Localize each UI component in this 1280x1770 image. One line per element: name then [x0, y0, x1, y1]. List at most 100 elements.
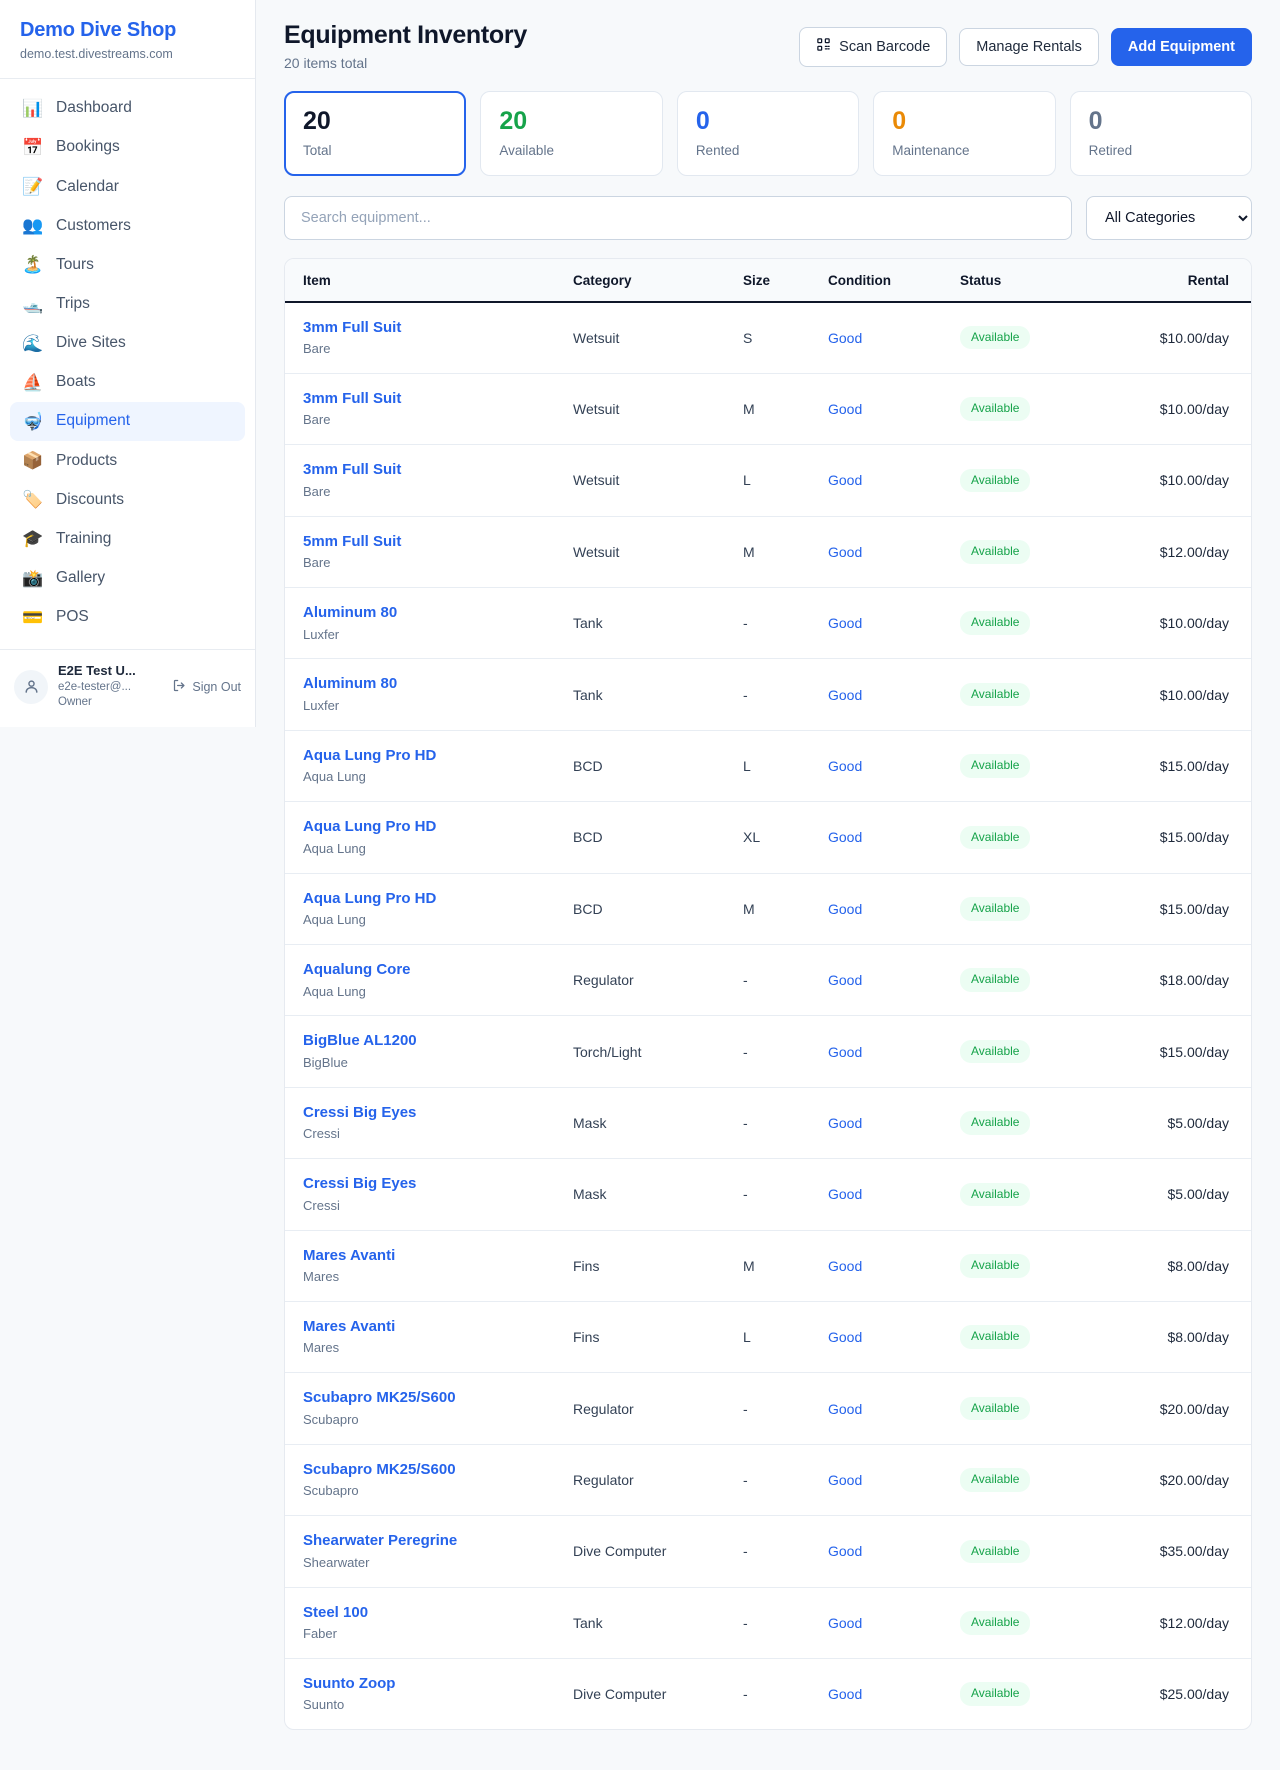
- table-row[interactable]: Aqualung Core Aqua Lung Regulator - Good Avai…: [285, 944, 1251, 1017]
- table-row[interactable]: Aqua Lung Pro HD Aqua Lung BCD L Good Availab…: [285, 730, 1251, 803]
- condition-link[interactable]: Good: [828, 900, 863, 917]
- sidebar-item-products[interactable]: 📦 Products: [10, 442, 245, 480]
- table-row[interactable]: Mares Avanti Mares Fins M Good Available $8.00…: [285, 1230, 1251, 1302]
- add-equipment-button[interactable]: Add Equipment: [1110, 28, 1252, 67]
- condition-link[interactable]: Good: [828, 329, 863, 346]
- item-link[interactable]: Aluminum 80: [303, 604, 398, 622]
- table-row[interactable]: Cressi Big Eyes Cressi Mask - Good Available $…: [285, 1158, 1251, 1231]
- condition-link[interactable]: Good: [828, 1114, 863, 1131]
- stat-value: 20: [499, 107, 528, 135]
- condition-link[interactable]: Good: [828, 758, 863, 775]
- cell-rental: $10.00/day: [1098, 587, 1251, 660]
- condition-link[interactable]: Good: [828, 615, 863, 632]
- stat-card-maintenance[interactable]: 0 Maintenance: [873, 91, 1056, 176]
- scan-barcode-button[interactable]: Scan Barcode: [799, 27, 948, 68]
- table-row[interactable]: Shearwater Peregrine Shearwater Dive Compu…: [285, 1515, 1251, 1588]
- table-row[interactable]: Aluminum 80 Luxfer Tank - Good Available $10.0…: [285, 658, 1251, 731]
- item-link[interactable]: 3mm Full Suit: [303, 461, 402, 479]
- condition-link[interactable]: Good: [828, 472, 863, 489]
- cell-item: 3mm Full Suit Bare: [285, 301, 563, 374]
- item-link[interactable]: 3mm Full Suit: [303, 318, 402, 336]
- sidebar-item-calendar[interactable]: 📝 Calendar: [10, 168, 245, 206]
- item-link[interactable]: Cressi Big Eyes: [303, 1175, 417, 1193]
- condition-link[interactable]: Good: [828, 1471, 863, 1488]
- sidebar-item-bookings[interactable]: 📅 Bookings: [10, 128, 245, 166]
- category-filter-select[interactable]: All Categories: [1086, 195, 1252, 240]
- item-link[interactable]: Aluminum 80: [303, 675, 398, 693]
- item-link[interactable]: Aqua Lung Pro HD: [303, 818, 437, 836]
- condition-link[interactable]: Good: [828, 1329, 863, 1346]
- stat-card-rented[interactable]: 0 Rented: [676, 91, 860, 176]
- table-row[interactable]: Steel 100 Faber Tank - Good Available $12.00/d…: [285, 1587, 1251, 1659]
- item-link[interactable]: Cressi Big Eyes: [303, 1103, 417, 1121]
- column-header-condition: Condition: [818, 258, 950, 303]
- sidebar-item-training[interactable]: 🎓 Training: [10, 520, 245, 558]
- cell-size: S: [733, 301, 818, 374]
- sidebar-item-dive-sites[interactable]: 🌊 Dive Sites: [10, 324, 245, 362]
- sidebar-item-dashboard[interactable]: 📊 Dashboard: [10, 89, 245, 127]
- item-link[interactable]: BigBlue AL1200: [303, 1032, 417, 1050]
- sidebar-item-equipment[interactable]: 🤿 Equipment: [10, 402, 245, 441]
- condition-link[interactable]: Good: [828, 1186, 863, 1203]
- item-link[interactable]: Aqua Lung Pro HD: [303, 746, 437, 764]
- cell-item: Mares Avanti Mares: [285, 1301, 563, 1374]
- table-row[interactable]: 3mm Full Suit Bare Wetsuit S Good Available $1…: [285, 301, 1251, 374]
- table-row[interactable]: Suunto Zoop Suunto Dive Computer - Good Avail…: [285, 1658, 1251, 1729]
- sign-out-button[interactable]: Sign Out: [172, 678, 241, 696]
- table-row[interactable]: Aluminum 80 Luxfer Tank - Good Available $10.0…: [285, 587, 1251, 660]
- cell-category: Fins: [563, 1301, 733, 1374]
- condition-link[interactable]: Good: [828, 686, 863, 703]
- table-row[interactable]: 5mm Full Suit Bare Wetsuit M Good Available $1…: [285, 516, 1251, 589]
- table-row[interactable]: Cressi Big Eyes Cressi Mask - Good Available $…: [285, 1087, 1251, 1160]
- condition-link[interactable]: Good: [828, 1614, 863, 1631]
- sidebar-item-tours[interactable]: 🏝️ Tours: [10, 246, 245, 284]
- stat-card-available[interactable]: 20 Available: [480, 91, 663, 176]
- stat-card-total[interactable]: 20 Total: [284, 91, 467, 176]
- table-row[interactable]: Scubapro MK25/S600 Scubapro Regulator - Good…: [285, 1372, 1251, 1445]
- condition-link[interactable]: Good: [828, 401, 863, 418]
- sidebar-item-gallery[interactable]: 📸 Gallery: [10, 559, 245, 597]
- condition-link[interactable]: Good: [828, 1543, 863, 1560]
- cell-size: -: [733, 1087, 818, 1160]
- item-link[interactable]: Suunto Zoop: [303, 1674, 396, 1692]
- cell-status: Available: [950, 801, 1098, 874]
- table-row[interactable]: 3mm Full Suit Bare Wetsuit L Good Available $1…: [285, 444, 1251, 517]
- table-row[interactable]: 3mm Full Suit Bare Wetsuit M Good Available $1…: [285, 373, 1251, 446]
- table-row[interactable]: Aqua Lung Pro HD Aqua Lung BCD XL Good Availa…: [285, 801, 1251, 874]
- item-link[interactable]: Aqualung Core: [303, 961, 411, 979]
- sidebar-item-pos[interactable]: 💳 POS: [10, 598, 245, 636]
- cell-category: Tank: [563, 587, 733, 660]
- cell-item: Suunto Zoop Suunto: [285, 1658, 563, 1729]
- sidebar-item-boats[interactable]: ⛵ Boats: [10, 363, 245, 401]
- item-link[interactable]: Aqua Lung Pro HD: [303, 889, 437, 907]
- table-row[interactable]: Aqua Lung Pro HD Aqua Lung BCD M Good Availab…: [285, 873, 1251, 946]
- cell-condition: Good: [818, 301, 950, 374]
- item-link[interactable]: 3mm Full Suit: [303, 389, 402, 407]
- condition-link[interactable]: Good: [828, 1043, 863, 1060]
- condition-link[interactable]: Good: [828, 1400, 863, 1417]
- item-link[interactable]: Shearwater Peregrine: [303, 1532, 458, 1550]
- table-row[interactable]: Mares Avanti Mares Fins L Good Available $8.00…: [285, 1301, 1251, 1374]
- cell-rental: $35.00/day: [1098, 1515, 1251, 1588]
- manage-rentals-button[interactable]: Manage Rentals: [959, 28, 1099, 67]
- condition-link[interactable]: Good: [828, 829, 863, 846]
- sidebar-item-trips[interactable]: 🛥️ Trips: [10, 285, 245, 323]
- table-row[interactable]: Scubapro MK25/S600 Scubapro Regulator - Good…: [285, 1444, 1251, 1517]
- stat-card-retired[interactable]: 0 Retired: [1069, 91, 1253, 176]
- item-link[interactable]: 5mm Full Suit: [303, 532, 402, 550]
- sidebar-item-customers[interactable]: 👥 Customers: [10, 207, 245, 245]
- item-link[interactable]: Mares Avanti: [303, 1246, 396, 1264]
- item-link[interactable]: Mares Avanti: [303, 1317, 396, 1335]
- condition-link[interactable]: Good: [828, 1257, 863, 1274]
- item-link[interactable]: Steel 100: [303, 1603, 369, 1621]
- condition-link[interactable]: Good: [828, 543, 863, 560]
- search-input[interactable]: [284, 195, 1072, 240]
- item-link[interactable]: Scubapro MK25/S600: [303, 1389, 456, 1407]
- condition-link[interactable]: Good: [828, 1686, 863, 1703]
- item-link[interactable]: Scubapro MK25/S600: [303, 1460, 456, 1478]
- table-row[interactable]: BigBlue AL1200 BigBlue Torch/Light - Good Ava…: [285, 1015, 1251, 1088]
- sidebar-item-discounts[interactable]: 🏷️ Discounts: [10, 481, 245, 519]
- status-badge: Available: [960, 1253, 1031, 1278]
- cell-condition: Good: [818, 944, 950, 1017]
- condition-link[interactable]: Good: [828, 972, 863, 989]
